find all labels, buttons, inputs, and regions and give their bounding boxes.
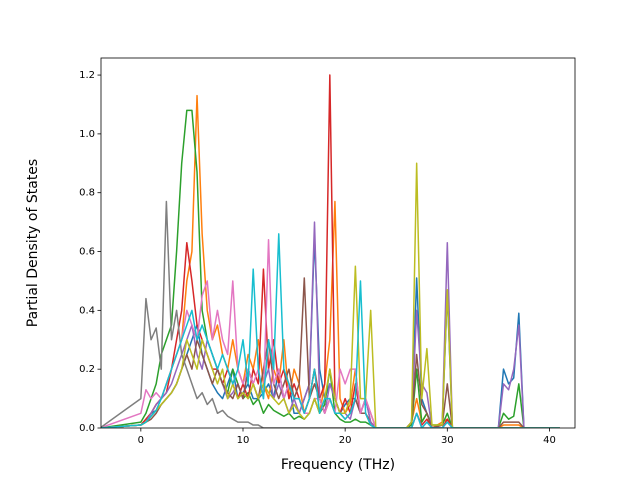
x-tick-label: 0 (138, 435, 144, 446)
x-tick-label: 10 (237, 435, 250, 446)
y-tick-label: 0.0 (79, 423, 95, 434)
y-tick-label: 1.0 (79, 129, 95, 140)
x-tick-label: 20 (339, 435, 352, 446)
series-line (101, 277, 560, 428)
x-tick-label: 40 (543, 435, 556, 446)
series-line (101, 233, 560, 428)
y-tick-label: 0.8 (79, 188, 95, 199)
plot-frame (100, 57, 576, 429)
y-axis-label: Partial Density of States (25, 159, 41, 327)
series-line (101, 221, 560, 428)
y-tick-label: 0.2 (79, 364, 95, 375)
x-axis-label: Frequency (THz) (281, 457, 395, 473)
series-line (101, 162, 560, 428)
y-tick-label: 0.6 (79, 247, 95, 258)
y-tick-label: 0.4 (79, 305, 95, 316)
lines (101, 74, 560, 428)
y-tick-label: 1.2 (79, 70, 95, 81)
x-tick-label: 30 (441, 435, 454, 446)
series-line (101, 200, 560, 428)
